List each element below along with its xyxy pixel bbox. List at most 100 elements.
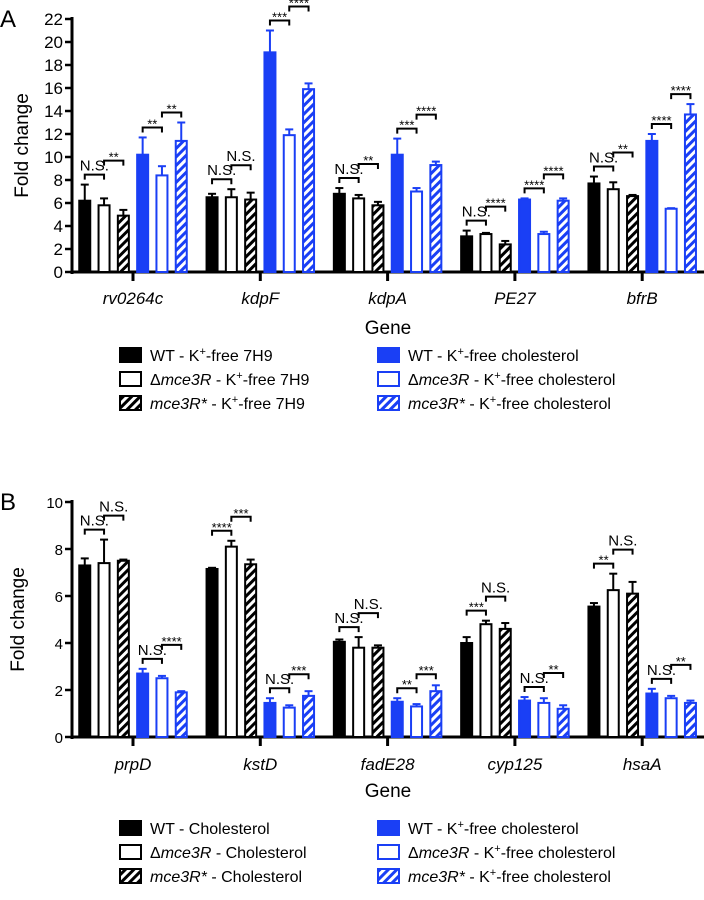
bar: [78, 564, 92, 739]
y-tick-label: 10: [46, 495, 63, 512]
y-tick-label: 22: [44, 10, 63, 29]
x-tick-label: cyp125: [487, 755, 542, 774]
legend-label: WT - Cholesterol: [150, 821, 270, 838]
bar: [518, 699, 532, 739]
legend-label: WT - K+-free cholesterol: [408, 346, 579, 365]
bar: [282, 706, 296, 738]
legend-label-part: mce3R: [419, 372, 470, 389]
bar: [683, 701, 697, 738]
legend-label-part: WT - K: [408, 821, 458, 838]
significance-label: N.S.: [354, 596, 383, 613]
bar: [332, 640, 346, 739]
significance-label: ***: [399, 118, 414, 133]
legend-label-part: -free cholesterol: [496, 869, 611, 886]
significance-bracket: [415, 113, 437, 120]
legend-label-part: -free cholesterol: [496, 396, 611, 413]
y-tick-label: 16: [44, 79, 63, 98]
legend-label-part: -free cholesterol: [464, 348, 579, 365]
significance-label: N.S.: [589, 150, 618, 167]
legend-label-part: +: [457, 346, 463, 358]
bar: [498, 627, 512, 739]
significance-label: N.S.: [647, 662, 676, 679]
legend-item: WT - K+-free cholesterol: [377, 346, 579, 365]
significance-bracket: [103, 514, 125, 521]
significance-label: **: [599, 553, 609, 568]
bar: [460, 642, 474, 738]
bar: [205, 567, 219, 738]
significance-bracket: [230, 515, 252, 522]
significance-bracket: [103, 159, 125, 166]
bar: [429, 690, 443, 738]
legend-label-part: - K: [211, 372, 236, 389]
y-tick-label: 6: [55, 589, 63, 606]
significance-label: N.S.: [334, 161, 363, 178]
legend-label-part: - K: [465, 869, 490, 886]
bar: [587, 182, 601, 273]
significance-bracket: [670, 663, 692, 670]
significance-bracket: [592, 165, 615, 172]
significance-bracket: [141, 126, 163, 133]
significance-bracket: [338, 626, 360, 633]
legend-label-part: Δ: [150, 845, 161, 862]
legend-item: mce3R* - Cholesterol: [119, 868, 302, 886]
bar: [390, 153, 404, 273]
significance-bracket: [484, 595, 507, 602]
legend-label-part: -free cholesterol: [464, 821, 579, 838]
significance-bracket: [542, 173, 565, 180]
significance-bracket: [268, 687, 291, 694]
significance-bracket: [396, 127, 418, 134]
legend-item: mce3R* - K+-free 7H9: [119, 394, 305, 413]
legend-label-part: - K: [465, 396, 490, 413]
bar: [244, 563, 258, 739]
bar: [155, 174, 169, 273]
bar: [460, 235, 474, 274]
significance-bracket: [141, 657, 163, 664]
x-tick-label: kstD: [243, 755, 277, 774]
bar: [518, 198, 532, 273]
significance-label: **: [363, 153, 373, 168]
significance-bracket: [592, 562, 615, 569]
significance-label: N.S.: [462, 204, 491, 221]
bar: [645, 692, 659, 739]
legend-swatch: [119, 844, 142, 860]
bar: [626, 592, 640, 739]
bar: [97, 562, 111, 738]
bar: [664, 207, 678, 273]
bar: [224, 196, 238, 273]
significance-bracket: [650, 123, 673, 129]
legend-label-part: +: [490, 867, 496, 879]
legend-label-part: +: [494, 370, 500, 382]
significance-label: **: [676, 654, 686, 669]
bar: [224, 545, 238, 739]
panel-label: A: [0, 6, 16, 33]
y-tick-label: 6: [54, 194, 63, 213]
y-tick-label: 8: [54, 171, 63, 190]
significance-bracket: [211, 178, 233, 185]
bar: [537, 233, 551, 274]
bar: [352, 646, 366, 739]
legend-label-part: - Cholesterol: [207, 869, 302, 886]
bar: [136, 153, 150, 273]
legend-label-part: +: [490, 394, 496, 406]
legend-label-part: WT - Cholesterol: [150, 821, 270, 838]
x-tick-label: bfrB: [627, 289, 658, 308]
bar: [479, 233, 493, 274]
significance-bracket: [542, 672, 565, 679]
bar: [606, 589, 620, 738]
significance-bracket: [230, 164, 252, 171]
bar: [390, 700, 404, 738]
significance-label: ****: [524, 177, 544, 192]
x-tick-label: rv0264c: [103, 289, 164, 308]
y-tick-label: 10: [44, 148, 63, 167]
significance-label: N.S.: [608, 533, 637, 550]
legend-label: Δmce3R - K+-free cholesterol: [408, 370, 615, 389]
legend-label-part: mce3R: [161, 845, 212, 862]
bar: [645, 139, 659, 273]
legend-label: WT - K+-free cholesterol: [408, 819, 579, 838]
significance-label: ***: [469, 600, 484, 615]
bar: [282, 134, 296, 273]
significance-label: N.S.: [80, 513, 109, 530]
legend-item: WT - Cholesterol: [119, 820, 270, 838]
significance-bracket: [484, 205, 507, 212]
legend-swatch: [377, 868, 400, 884]
